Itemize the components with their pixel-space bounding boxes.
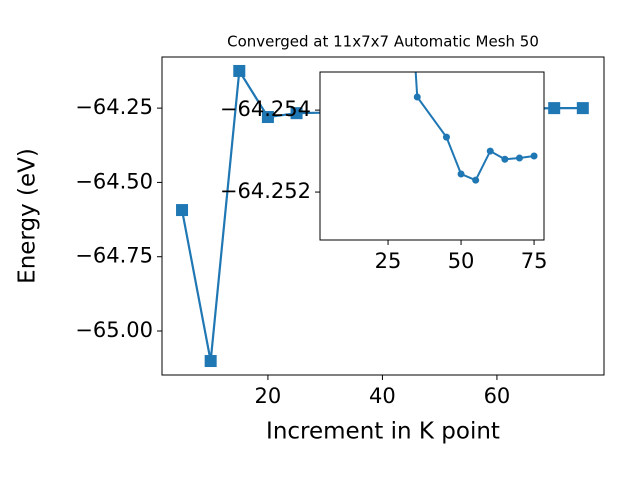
marker: [204, 355, 217, 368]
marker: [515, 154, 523, 162]
marker: [530, 152, 538, 160]
marker: [576, 102, 589, 115]
x-tick-label: 25: [375, 249, 402, 273]
x-axis-label: Increment in K point: [266, 419, 500, 445]
marker: [233, 64, 246, 77]
marker: [548, 102, 561, 115]
marker: [486, 147, 494, 155]
plot-clip: [176, 64, 589, 368]
x-tick-label: 60: [484, 384, 511, 408]
x-tick-label: 75: [521, 249, 548, 273]
y-tick-label: −64.25: [75, 95, 153, 119]
x-tick-label: 40: [369, 384, 396, 408]
marker: [261, 111, 274, 124]
y-tick-label: −64.50: [75, 169, 153, 193]
marker: [290, 107, 303, 120]
marker: [442, 133, 450, 141]
x-tick-label: 20: [255, 384, 282, 408]
x-tick-label: 50: [448, 249, 475, 273]
axes-frame: [161, 56, 605, 376]
y-axis-label: Energy (eV): [15, 148, 41, 284]
y-tick-label: −64.252: [220, 179, 311, 203]
marker: [472, 176, 480, 184]
plot-clip: [413, 72, 538, 184]
marker: [457, 170, 465, 178]
marker: [176, 204, 189, 217]
y-tick-label: −65.00: [75, 318, 153, 342]
y-tick-label: −64.75: [75, 244, 153, 268]
marker: [413, 93, 421, 101]
y-tick-label: −64.254: [220, 97, 311, 121]
chart-title: Converged at 11x7x7 Automatic Mesh 50: [227, 33, 539, 51]
axes-frame: [319, 71, 545, 241]
marker: [501, 155, 509, 163]
plot-area: [320, 72, 544, 240]
